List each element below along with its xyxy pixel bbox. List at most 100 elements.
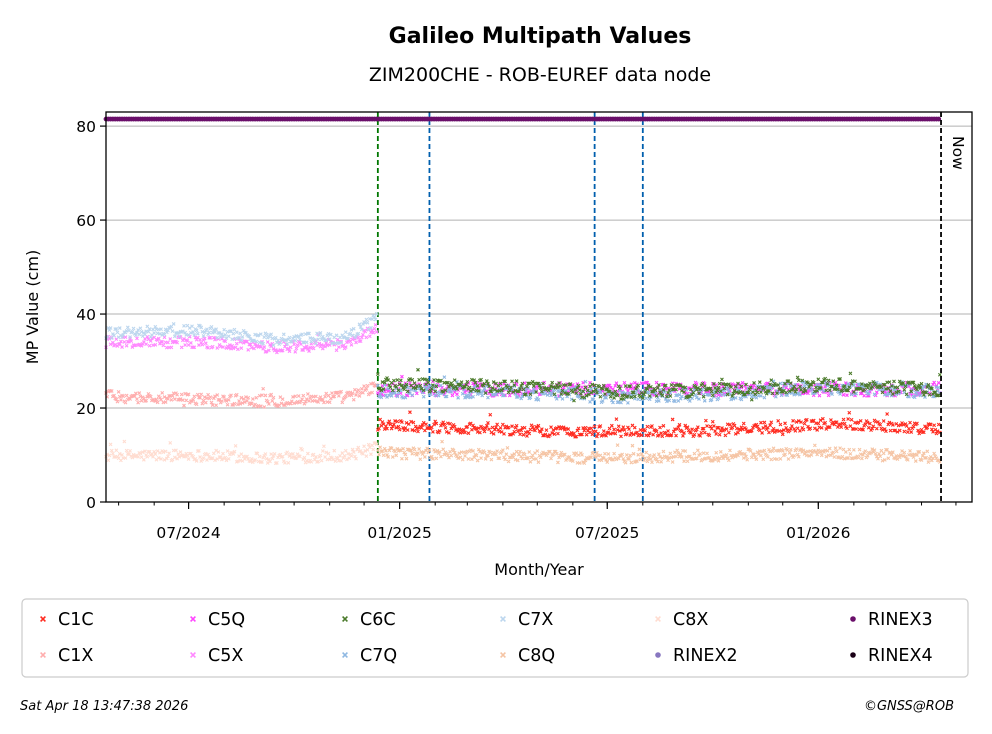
c8q-point [870, 447, 875, 452]
c1c-point [448, 421, 452, 426]
c1x-point [117, 394, 122, 399]
now-marker: Now [940, 112, 967, 502]
c5x-point [371, 330, 376, 335]
c6c-point [823, 376, 828, 381]
c1x-point [354, 393, 358, 397]
c1c-point [871, 424, 876, 429]
c1c-point [411, 420, 416, 425]
c6c-point [392, 378, 396, 383]
c8x-point [302, 455, 307, 460]
c8x-point [225, 449, 230, 453]
c1x-point [288, 401, 293, 406]
c5x-point [249, 345, 254, 350]
c1x-point [136, 400, 141, 405]
c1c-point [530, 425, 535, 429]
c8x-point [286, 460, 291, 465]
c8q-point [832, 455, 837, 459]
c1c-point [628, 433, 633, 438]
c8q-point [636, 452, 641, 457]
c1c-point [661, 423, 666, 428]
c6c-point [432, 378, 436, 382]
c5x-point [227, 343, 232, 347]
c1c-point [791, 418, 795, 423]
c1x-point [202, 395, 207, 400]
c1x-point [262, 405, 267, 409]
c8q-point [785, 448, 790, 452]
c7x-point [109, 336, 114, 341]
c8q-point [628, 453, 633, 458]
c5x-point [361, 332, 365, 337]
c1c-point [484, 423, 489, 428]
c8q-point [877, 452, 881, 456]
c5x-point [203, 341, 208, 346]
c1c-point [631, 432, 636, 437]
c1c-point [650, 424, 654, 428]
legend-label: RINEX2 [673, 646, 738, 666]
c8x-point [172, 455, 177, 460]
chart-subtitle: ZIM200CHE - ROB-EUREF data node [369, 64, 711, 86]
c1x-point [322, 400, 326, 405]
c5x-point [208, 336, 213, 340]
c5x-point [265, 340, 270, 344]
c8q-point [917, 449, 922, 454]
c8q-point [528, 459, 533, 464]
c8q-point [538, 455, 543, 460]
y-tick-label: 20 [76, 400, 96, 418]
c8q-point [457, 451, 462, 456]
c1c-point [856, 420, 861, 425]
c8q-point [678, 452, 683, 457]
c8x-point [256, 459, 261, 464]
c8x-point [369, 452, 373, 457]
c8x-point [361, 452, 365, 456]
c1x-point [211, 396, 216, 401]
c8q-point [449, 453, 454, 458]
c7x-point [334, 333, 339, 338]
c8x-point [110, 451, 115, 456]
c1x-point [208, 395, 213, 400]
c8q-point [753, 455, 758, 460]
c1c-point [400, 420, 404, 425]
c8q-point [881, 451, 886, 456]
c1c-point [799, 420, 803, 425]
c5x-point [372, 326, 377, 331]
c8q-point [926, 460, 931, 465]
c7x-point [120, 335, 124, 340]
c8x-point [106, 458, 111, 463]
c1c-point [518, 432, 522, 437]
c8q-point [908, 448, 912, 453]
c7x-point [115, 330, 120, 335]
c1c-point [627, 427, 631, 431]
c1x-point [179, 392, 184, 397]
c5x-point [334, 348, 339, 353]
c1c-point [637, 432, 642, 437]
c8x-point [206, 452, 210, 457]
c8q-point [889, 452, 894, 457]
c8q-point [474, 453, 479, 458]
c1c-point [712, 424, 716, 428]
c1c-point [779, 429, 784, 433]
c8x-point [320, 449, 325, 453]
c8q-point [383, 448, 388, 453]
c1c-point [728, 422, 732, 427]
c8q-point [514, 449, 519, 454]
c1c-point [535, 426, 540, 431]
c7q-point [759, 393, 763, 398]
c5x-point [215, 346, 220, 350]
c7x-point [117, 326, 122, 330]
c8q-point [417, 447, 422, 451]
c1c-point [698, 433, 703, 438]
c8q-point [582, 461, 587, 466]
c8q-point [675, 448, 680, 453]
c1c-point [511, 431, 516, 436]
c1c-point [923, 424, 927, 429]
c8x-point [167, 451, 171, 456]
c1c-point [903, 422, 908, 426]
c1c-point [433, 419, 438, 424]
c8x-point [268, 459, 272, 464]
c8x-point [163, 449, 168, 454]
c8q-point [496, 456, 501, 461]
c8q-point [381, 453, 386, 458]
c1c-point [714, 432, 719, 436]
c7q-point [456, 395, 461, 400]
c1c-point [861, 427, 865, 432]
